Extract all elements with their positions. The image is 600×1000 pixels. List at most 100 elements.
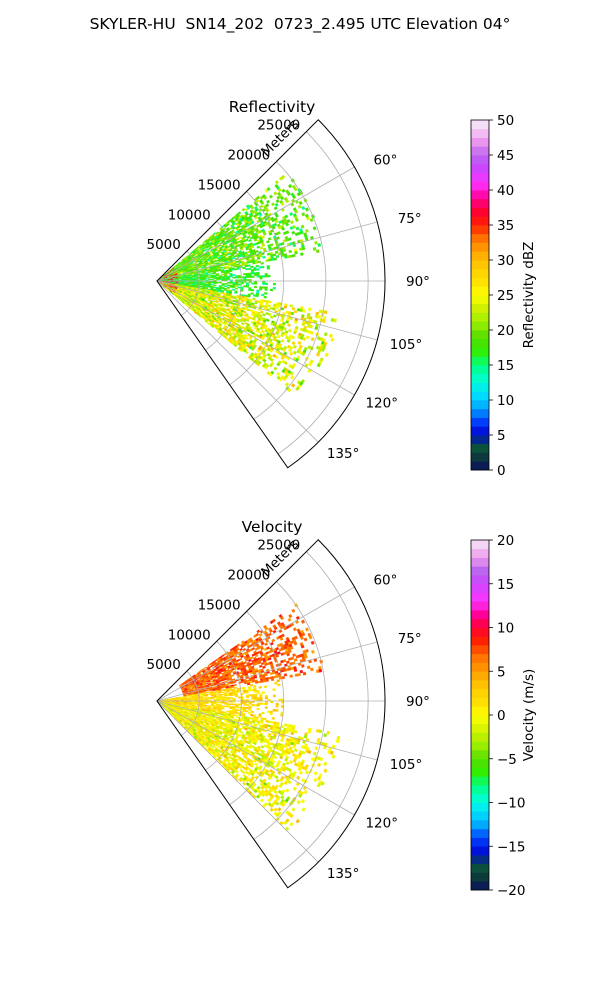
radar-cell bbox=[310, 667, 314, 672]
radar-cell bbox=[269, 243, 274, 247]
radar-cell bbox=[236, 319, 240, 323]
radar-cell bbox=[300, 224, 305, 229]
radar-cell bbox=[275, 702, 279, 706]
radar-cell bbox=[259, 695, 263, 698]
radar-cell bbox=[265, 720, 269, 723]
radar-cell bbox=[271, 717, 275, 720]
radar-cell bbox=[281, 725, 285, 729]
radar-cell bbox=[250, 265, 254, 269]
radar-cell bbox=[300, 619, 306, 624]
figure-title: SKYLER-HU SN14_202 0723_2.495 UTC Elevat… bbox=[89, 15, 511, 33]
radar-cell bbox=[256, 273, 260, 276]
radar-cell bbox=[210, 281, 214, 284]
radar-cell bbox=[271, 638, 276, 643]
radar-cell bbox=[265, 318, 270, 322]
radar-cell bbox=[237, 236, 242, 240]
radar-cell bbox=[293, 668, 298, 672]
radar-cell bbox=[287, 323, 291, 327]
colorbar-tick-label: 35 bbox=[497, 218, 514, 234]
radar-cell bbox=[232, 276, 236, 279]
radial-tick-label: 10000 bbox=[168, 207, 211, 223]
radar-cell bbox=[245, 282, 250, 285]
radar-cell bbox=[210, 704, 214, 707]
radar-cell bbox=[183, 277, 187, 279]
radar-cell bbox=[256, 697, 260, 700]
radar-cell bbox=[253, 273, 258, 277]
radar-cell bbox=[234, 711, 238, 714]
radar-cell bbox=[292, 653, 296, 657]
radar-cell bbox=[281, 188, 286, 193]
radar-cell bbox=[268, 232, 273, 236]
colorbar-tick-label: 5 bbox=[497, 428, 506, 444]
radar-cell bbox=[229, 275, 233, 278]
radar-cell bbox=[318, 668, 323, 673]
radar-cell bbox=[227, 698, 231, 700]
colorbar-segment bbox=[471, 373, 489, 383]
radar-cell bbox=[232, 286, 236, 288]
radar-cell bbox=[227, 282, 231, 284]
radar-cell bbox=[226, 286, 230, 289]
radar-cell bbox=[290, 656, 295, 661]
radar-cell bbox=[264, 288, 268, 291]
radar-cell bbox=[221, 701, 225, 704]
radar-cell bbox=[276, 334, 281, 339]
colorbar-tick-label: 40 bbox=[497, 183, 514, 199]
radar-cell bbox=[186, 703, 190, 706]
radar-cell bbox=[210, 272, 214, 275]
radar-cell bbox=[239, 647, 243, 652]
radar-cell bbox=[264, 292, 268, 295]
radar-cell bbox=[244, 238, 249, 242]
radar-cell bbox=[221, 693, 225, 696]
radar-cell bbox=[269, 288, 274, 292]
radar-cell bbox=[243, 702, 247, 705]
radar-cell bbox=[271, 202, 276, 207]
radar-cell bbox=[294, 251, 298, 255]
radar-cell bbox=[205, 702, 209, 704]
radar-cell bbox=[251, 697, 255, 700]
radar-cell bbox=[315, 352, 321, 357]
radar-cell bbox=[245, 691, 249, 694]
radar-cell bbox=[259, 277, 263, 280]
radar-cell bbox=[304, 627, 310, 632]
radar-cell bbox=[216, 701, 220, 704]
radar-cell bbox=[218, 281, 222, 284]
radar-cell bbox=[286, 660, 290, 664]
radar-cell bbox=[275, 306, 279, 310]
radar-cell bbox=[208, 698, 212, 700]
radar-cell bbox=[256, 722, 261, 725]
radar-cell bbox=[210, 697, 214, 700]
radar-cell bbox=[257, 260, 261, 264]
radar-cell bbox=[205, 276, 209, 278]
radar-cell bbox=[260, 680, 264, 683]
radar-cell bbox=[202, 694, 206, 697]
radar-cell bbox=[256, 245, 260, 249]
radar-cell bbox=[258, 686, 262, 689]
radar-cell bbox=[329, 333, 333, 338]
radar-cell bbox=[215, 274, 220, 276]
radar-cell bbox=[277, 683, 281, 687]
radar-cell bbox=[314, 240, 318, 245]
radar-cell bbox=[202, 279, 206, 281]
radar-cell bbox=[243, 661, 247, 665]
radar-cell bbox=[301, 212, 306, 217]
radar-cell bbox=[270, 678, 275, 681]
radar-cell bbox=[234, 291, 238, 294]
radar-cell bbox=[208, 278, 212, 281]
colorbar-segment bbox=[471, 452, 489, 462]
radar-cell bbox=[205, 705, 209, 707]
radar-cell bbox=[253, 693, 258, 697]
radar-cell bbox=[289, 674, 293, 678]
colorbar-segment bbox=[471, 172, 489, 182]
radar-cell bbox=[218, 278, 222, 281]
radar-cell bbox=[244, 264, 248, 268]
radar-cell bbox=[243, 703, 247, 706]
radar-cell bbox=[259, 664, 263, 668]
radar-cell bbox=[333, 318, 337, 323]
radar-cell bbox=[250, 688, 254, 692]
radar-cell bbox=[264, 275, 268, 278]
radar-cell bbox=[262, 665, 266, 669]
colorbar-segment bbox=[471, 251, 489, 261]
radar-cell bbox=[264, 695, 268, 698]
radar-cell bbox=[224, 703, 228, 705]
radar-cell bbox=[275, 709, 279, 712]
